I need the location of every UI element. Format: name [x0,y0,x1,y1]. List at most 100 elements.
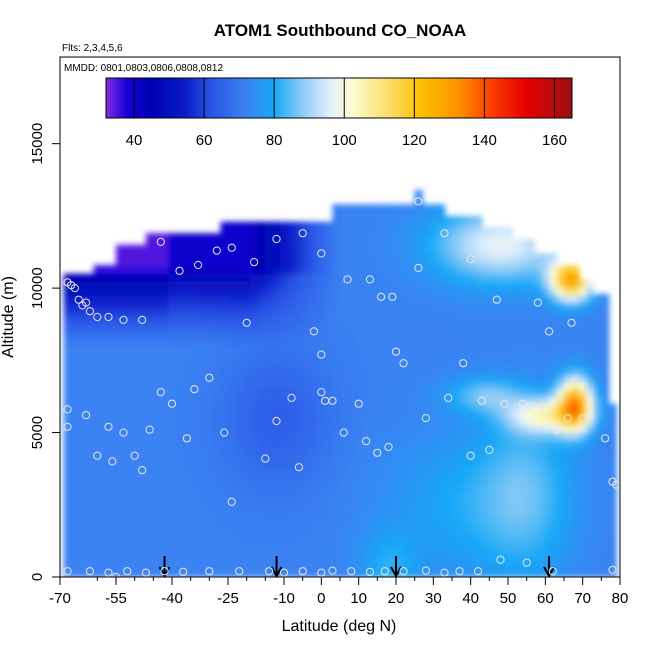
curtain-cell [526,519,535,527]
curtain-cell [556,533,565,542]
curtain-cell [183,244,192,253]
curtain-cell [586,439,595,448]
curtain-cell [250,483,259,491]
curtain-cell [519,382,528,390]
curtain-cell [549,533,558,542]
curtain-cell [325,504,334,513]
curtain-cell [593,396,602,405]
curtain-cell [302,280,311,289]
curtain-cell [496,259,505,267]
curtain-cell [347,555,356,564]
curtain-cell [101,483,110,491]
curtain-cell [369,353,378,361]
curtain-cell [280,280,289,289]
curtain-cell [145,309,154,318]
curtain-cell [407,454,416,462]
curtain-cell [265,309,274,318]
curtain-cell [354,215,363,224]
curtain-cell [101,410,110,419]
curtain-cell [302,475,311,484]
curtain-cell [496,533,505,542]
sample-point [309,327,318,336]
curtain-cell [519,475,528,484]
curtain-cell [175,252,184,260]
curtain-cell [549,562,558,571]
curtain-cell [190,562,199,571]
curtain-cell [71,483,80,491]
curtain-cell [466,389,475,397]
curtain-cell [444,389,453,397]
curtain-cell [556,280,565,289]
curtain-cell [452,317,461,325]
curtain-cell [354,468,363,477]
curtain-cell [130,244,139,253]
curtain-cell [78,345,87,354]
curtain-cell [272,519,281,527]
curtain-cell [138,353,147,361]
curtain-cell [452,410,461,419]
curtain-cell [549,548,558,556]
curtain-cell [392,418,401,426]
sample-point [474,567,483,576]
curtain-cell [347,317,356,325]
curtain-cell [332,244,341,253]
curtain-cell [153,233,162,239]
curtain-cell [198,490,207,499]
curtain-cell [608,526,617,535]
curtain-cell [534,519,543,527]
curtain-cell [332,309,341,318]
curtain-cell [340,367,349,376]
curtain-cell [459,324,468,332]
curtain-cell [519,273,528,282]
curtain-cell [384,204,393,210]
curtain-cell [422,389,431,397]
curtain-cell [183,280,192,289]
curtain-cell [280,497,289,506]
curtain-cell [325,367,334,376]
curtain-cell [325,425,334,434]
sample-point [205,567,214,576]
curtain-cell [399,447,408,455]
curtain-cell [593,345,602,354]
curtain-cell [71,273,80,282]
curtain-cell [571,490,580,499]
curtain-cell [347,230,356,239]
curtain-cell [347,204,356,210]
curtain-cell [145,454,154,462]
sample-point [63,405,72,414]
curtain-cell [474,360,483,369]
curtain-cell [578,309,587,318]
curtain-cell [564,533,573,542]
curtain-cell [198,266,207,275]
curtain-cell [571,555,580,564]
curtain-cell [63,483,72,491]
curtain-cell [593,338,602,347]
curtain-cell [526,382,535,390]
curtain-cell [384,353,393,361]
curtain-cell [489,447,498,455]
curtain-cell [354,223,363,231]
curtain-cell [130,324,139,332]
curtain-cell [317,317,326,325]
curtain-cell [377,204,386,210]
curtain-cell [63,338,72,347]
curtain-cell [392,504,401,513]
curtain-cell [325,317,334,325]
curtain-cell [265,295,274,304]
curtain-cell [354,324,363,332]
curtain-cell [511,396,520,405]
curtain-cell [414,533,423,542]
curtain-cell [541,253,550,260]
curtain-cell [183,396,192,405]
curtain-cell [549,266,558,275]
curtain-cell [280,454,289,462]
curtain-cell [63,374,72,383]
curtain-cell [295,504,304,513]
curtain-cell [392,497,401,506]
curtain-cell [578,447,587,455]
curtain-cell [384,259,393,267]
curtain-cell [280,540,289,549]
curtain-cell [228,555,237,564]
curtain-cell [347,215,356,224]
curtain-cell [265,338,274,347]
